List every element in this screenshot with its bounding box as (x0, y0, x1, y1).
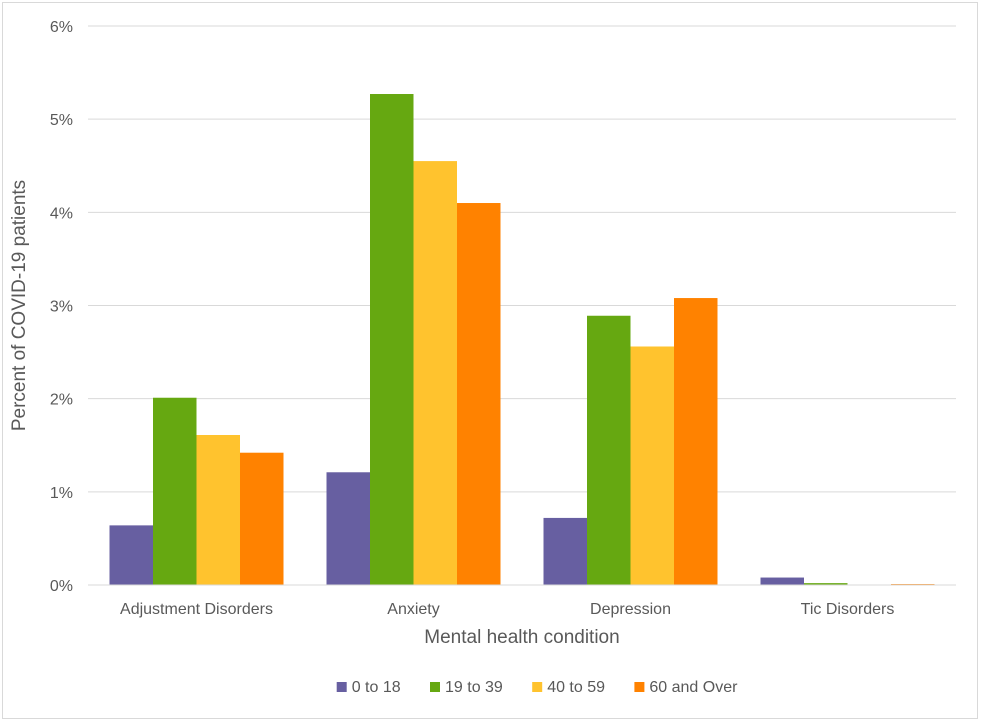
x-axis-title: Mental health condition (424, 627, 619, 648)
y-tick-label: 6% (50, 19, 73, 36)
bar (543, 517, 587, 585)
legend-swatch (430, 682, 440, 692)
bar (153, 397, 197, 585)
legend-swatch (532, 682, 543, 692)
gridlines (88, 25, 956, 493)
bar (804, 583, 848, 585)
legend-swatch (634, 682, 645, 692)
y-tick-label: 2% (50, 392, 73, 409)
bar (196, 435, 240, 585)
bar (240, 452, 284, 585)
legend-label: 60 and Over (649, 679, 738, 696)
legend-label: 40 to 59 (547, 679, 605, 696)
y-axis-ticks: 0% 1% 2% 3% 4% 5% 6% (50, 19, 73, 595)
x-axis-ticks: Adjustment Disorders Anxiety Depression Tic… (120, 601, 894, 618)
bars (109, 94, 935, 586)
y-tick-label: 4% (50, 205, 73, 222)
y-tick-label: 3% (50, 299, 73, 316)
bar (587, 315, 631, 585)
bar (630, 346, 674, 585)
y-tick-label: 1% (50, 485, 73, 502)
legend-label: 19 to 39 (445, 679, 503, 696)
legend: 0 to 18 19 to 39 40 to 59 60 and Over (336, 679, 738, 696)
bar (413, 161, 457, 585)
bar (326, 472, 370, 585)
legend-label: 0 to 18 (352, 679, 401, 696)
bar (370, 94, 414, 586)
x-tick-label: Anxiety (387, 601, 439, 618)
y-axis-title: Percent of COVID-19 patients (9, 180, 30, 431)
x-tick-label: Adjustment Disorders (120, 601, 273, 618)
bar (674, 298, 718, 585)
legend-swatch (336, 682, 347, 692)
x-tick-label: Tic Disorders (801, 601, 895, 618)
bar (760, 577, 804, 585)
x-tick-label: Depression (590, 601, 671, 618)
bar (457, 203, 501, 585)
y-tick-label: 5% (50, 112, 73, 129)
bar (109, 525, 153, 585)
y-tick-label: 0% (50, 578, 73, 595)
